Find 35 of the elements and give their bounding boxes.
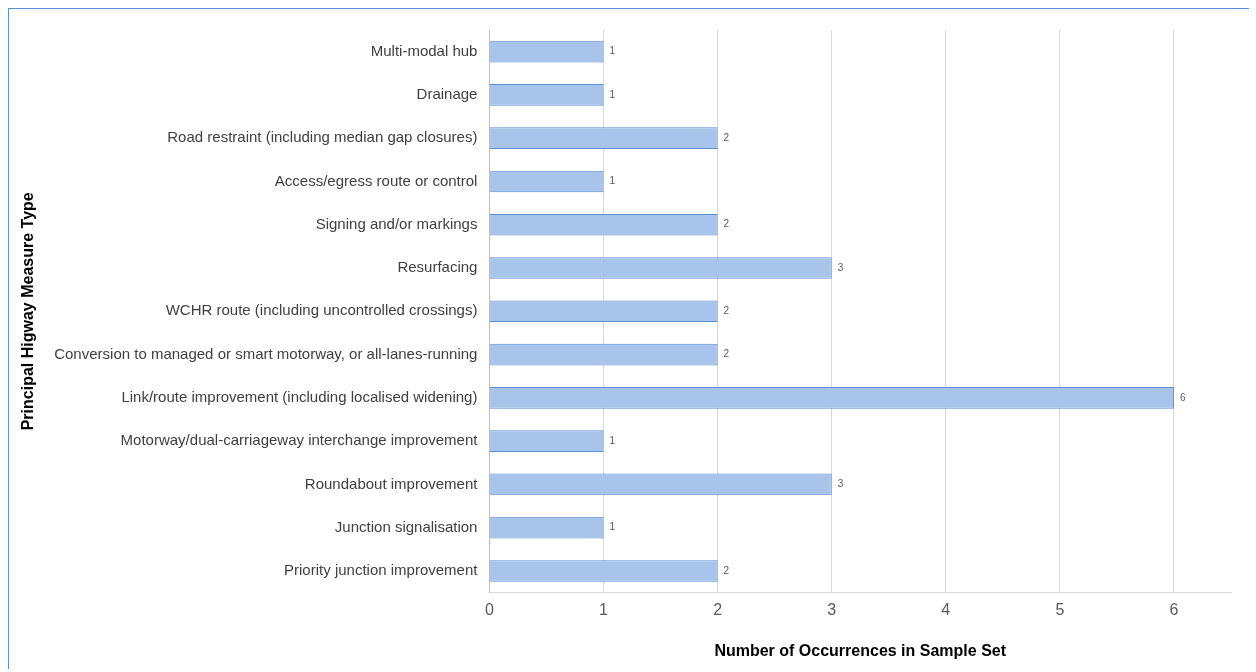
y-tick-label: Conversion to managed or smart motorway, or all-lanes-running	[54, 344, 478, 362]
y-tick-label: WCHR route (including uncontrolled crossings)	[165, 301, 478, 319]
data-label: 1	[609, 175, 616, 187]
y-tick-label: Road restraint (including median gap closures)	[167, 128, 478, 146]
data-label: 1	[609, 88, 616, 100]
x-tick-label: 0	[484, 600, 494, 618]
x-tick-label: 1	[599, 600, 609, 618]
y-tick-label: Access/egress route or control	[274, 171, 478, 189]
y-tick-label: Motorway/dual-carriageway interchange improvement	[120, 431, 479, 449]
data-label: 6	[1179, 391, 1186, 403]
data-label: 3	[837, 478, 844, 490]
y-axis-title: Principal Higway Measure Type	[19, 192, 37, 431]
y-tick-label: Multi-modal hub	[370, 41, 478, 59]
data-label: 2	[723, 218, 730, 230]
y-tick-label: Roundabout improvement	[304, 474, 479, 492]
data-label: 1	[609, 521, 616, 533]
data-label: 1	[609, 45, 616, 57]
data-label: 2	[723, 131, 730, 143]
x-tick-label: 6	[1169, 600, 1179, 618]
y-tick-label: Priority junction improvement	[284, 561, 479, 579]
x-tick-label: 4	[941, 600, 951, 618]
x-tick-label: 2	[713, 600, 723, 618]
y-tick-label: Junction signalisation	[334, 517, 478, 535]
data-label: 2	[723, 305, 730, 317]
x-axis-title: Number of Occurrences in Sample Set	[714, 641, 1007, 659]
y-tick-label: Signing and/or markings	[315, 214, 478, 232]
y-tick-label: Resurfacing	[397, 258, 478, 276]
data-label: 1	[609, 434, 616, 446]
data-label: 2	[723, 348, 730, 360]
y-tick-label: Drainage	[416, 85, 478, 103]
x-tick-label: 5	[1055, 600, 1065, 618]
data-label: 2	[723, 564, 730, 576]
data-label: 3	[837, 261, 844, 273]
x-tick-label: 3	[827, 600, 837, 618]
y-tick-label: Link/route improvement (including localised widening)	[121, 387, 478, 405]
